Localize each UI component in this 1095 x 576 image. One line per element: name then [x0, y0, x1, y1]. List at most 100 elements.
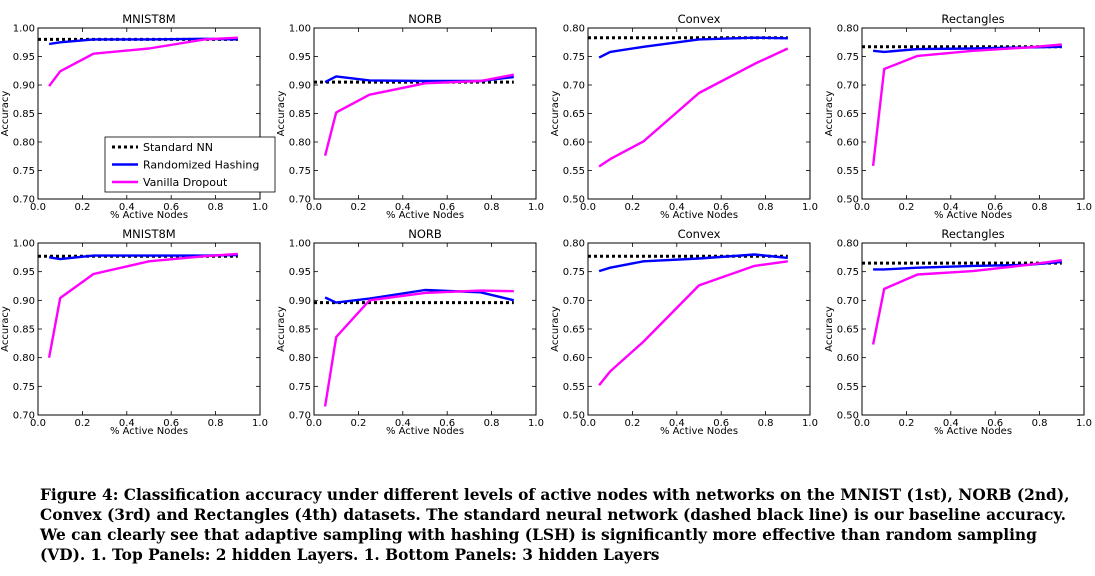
y-tick-label: 0.50	[837, 195, 859, 206]
y-tick-label: 0.90	[13, 296, 35, 307]
y-tick-label: 0.85	[13, 109, 35, 120]
y-tick-label: 0.50	[563, 195, 585, 206]
y-tick-label: 0.80	[837, 239, 859, 250]
y-tick-label: 0.55	[563, 382, 585, 393]
x-tick-label: 0.0	[854, 202, 870, 213]
x-tick-label: 0.0	[854, 418, 870, 429]
legend-label: Standard NN	[143, 141, 213, 154]
y-tick-label: 0.80	[563, 24, 585, 35]
x-tick-label: 0.2	[350, 418, 366, 429]
y-axis-label: Accuracy	[824, 91, 835, 137]
x-tick-label: 0.6	[987, 418, 1003, 429]
x-tick-label: 0.8	[758, 418, 774, 429]
x-tick-label: 1.0	[252, 202, 268, 213]
chart-title: NORB	[408, 12, 442, 26]
chart-title: NORB	[408, 227, 442, 241]
legend-label: Vanilla Dropout	[143, 176, 228, 189]
x-tick-label: 1.0	[528, 418, 544, 429]
y-axis-label: Accuracy	[0, 91, 11, 137]
axes-frame	[313, 27, 537, 200]
y-tick-label: 0.50	[563, 411, 585, 422]
chart-title: MNIST8M	[122, 227, 175, 241]
x-tick-label: 0.6	[713, 418, 729, 429]
y-tick-label: 0.50	[837, 411, 859, 422]
x-tick-label: 0.6	[163, 202, 179, 213]
y-tick-label: 0.80	[13, 138, 35, 149]
legend-label: Randomized Hashing	[143, 159, 259, 172]
y-tick-label: 0.60	[837, 138, 859, 149]
y-tick-label: 0.80	[289, 138, 311, 149]
x-tick-label: 0.6	[439, 418, 455, 429]
x-tick-label: 1.0	[802, 202, 818, 213]
x-tick-label: 0.4	[119, 418, 135, 429]
y-tick-label: 0.85	[13, 325, 35, 336]
y-tick-label: 0.75	[563, 52, 585, 63]
y-tick-label: 1.00	[289, 239, 311, 250]
series-line-randomized-hashing	[598, 253, 788, 273]
x-tick-label: 0.0	[30, 202, 46, 213]
x-axis-label: % Active Nodes	[110, 426, 188, 437]
x-tick-label: 0.8	[484, 202, 500, 213]
y-tick-label: 0.90	[289, 296, 311, 307]
series-line-vanilla-dropout	[323, 73, 515, 156]
chart-title: Convex	[678, 12, 721, 26]
y-tick-label: 0.75	[837, 267, 859, 278]
x-tick-label: 0.8	[484, 418, 500, 429]
y-tick-label: 0.65	[563, 325, 585, 336]
chart-panel-6: 0.0 0.2 0.4 0.6 0.8 1.0 0.70 0.75 0.80 0.85 0.90 0.…	[276, 227, 544, 437]
y-tick-label: 0.70	[837, 81, 859, 92]
y-tick-label: 0.80	[837, 24, 859, 35]
y-tick-label: 0.65	[837, 325, 859, 336]
series-line-randomized-hashing	[324, 288, 515, 304]
y-tick-label: 0.80	[13, 353, 35, 364]
x-tick-label: 0.4	[943, 202, 959, 213]
x-tick-label: 0.8	[1032, 202, 1048, 213]
y-tick-label: 0.65	[563, 109, 585, 120]
y-tick-label: 0.75	[837, 52, 859, 63]
y-tick-label: 0.85	[289, 325, 311, 336]
y-tick-label: 0.90	[13, 81, 35, 92]
series-line-vanilla-dropout	[47, 252, 238, 358]
x-tick-label: 0.6	[439, 202, 455, 213]
y-tick-label: 0.70	[289, 195, 311, 206]
x-tick-label: 0.2	[350, 202, 366, 213]
y-tick-label: 0.75	[13, 166, 35, 177]
y-tick-label: 1.00	[13, 24, 35, 35]
y-tick-label: 0.85	[289, 109, 311, 120]
x-tick-label: 0.4	[943, 418, 959, 429]
x-axis-label: % Active Nodes	[934, 426, 1012, 437]
y-tick-label: 0.55	[563, 166, 585, 177]
x-tick-label: 1.0	[1076, 202, 1092, 213]
y-tick-label: 0.75	[289, 166, 311, 177]
chart-title: Rectangles	[941, 12, 1004, 26]
y-tick-label: 1.00	[289, 24, 311, 35]
figure-caption: Figure 4: Classification accuracy under …	[40, 486, 1070, 564]
x-axis-label: % Active Nodes	[386, 210, 464, 221]
y-tick-label: 0.60	[837, 353, 859, 364]
x-axis-label: % Active Nodes	[386, 426, 464, 437]
y-tick-label: 0.80	[563, 239, 585, 250]
chart-panel-5: 0.0 0.2 0.4 0.6 0.8 1.0 0.70 0.75 0.80 0.85 0.90 0.…	[0, 227, 268, 437]
x-axis-label: % Active Nodes	[934, 210, 1012, 221]
x-tick-label: 0.8	[208, 418, 224, 429]
chart-title: Convex	[678, 227, 721, 241]
y-axis-label: Accuracy	[824, 306, 835, 352]
y-tick-label: 0.80	[289, 353, 311, 364]
legend: Standard NN Randomized Hashing Vanilla Dro…	[104, 136, 276, 193]
y-tick-label: 0.75	[13, 382, 35, 393]
x-tick-label: 0.4	[395, 418, 411, 429]
chart-panel-8: 0.0 0.2 0.4 0.6 0.8 1.0 0.50 0.55 0.60 0.65 0.70 0.…	[824, 227, 1092, 437]
axes-frame	[587, 242, 811, 416]
chart-panel-2: 0.0 0.2 0.4 0.6 0.8 1.0 0.70 0.75 0.80 0.85 0.90 0.…	[276, 12, 544, 221]
chart-panel-3: 0.0 0.2 0.4 0.6 0.8 1.0 0.50 0.55 0.60 0.65 0.70 0.…	[550, 12, 818, 221]
series-line-randomized-hashing	[598, 36, 788, 59]
y-axis-label: Accuracy	[550, 306, 561, 352]
axes-frame	[37, 242, 261, 416]
y-axis-label: Accuracy	[276, 306, 287, 352]
x-axis-label: % Active Nodes	[110, 210, 188, 221]
x-tick-label: 0.8	[208, 202, 224, 213]
y-tick-label: 0.75	[563, 267, 585, 278]
x-tick-label: 0.2	[74, 418, 90, 429]
x-axis-label: % Active Nodes	[660, 210, 738, 221]
y-tick-label: 0.60	[563, 353, 585, 364]
